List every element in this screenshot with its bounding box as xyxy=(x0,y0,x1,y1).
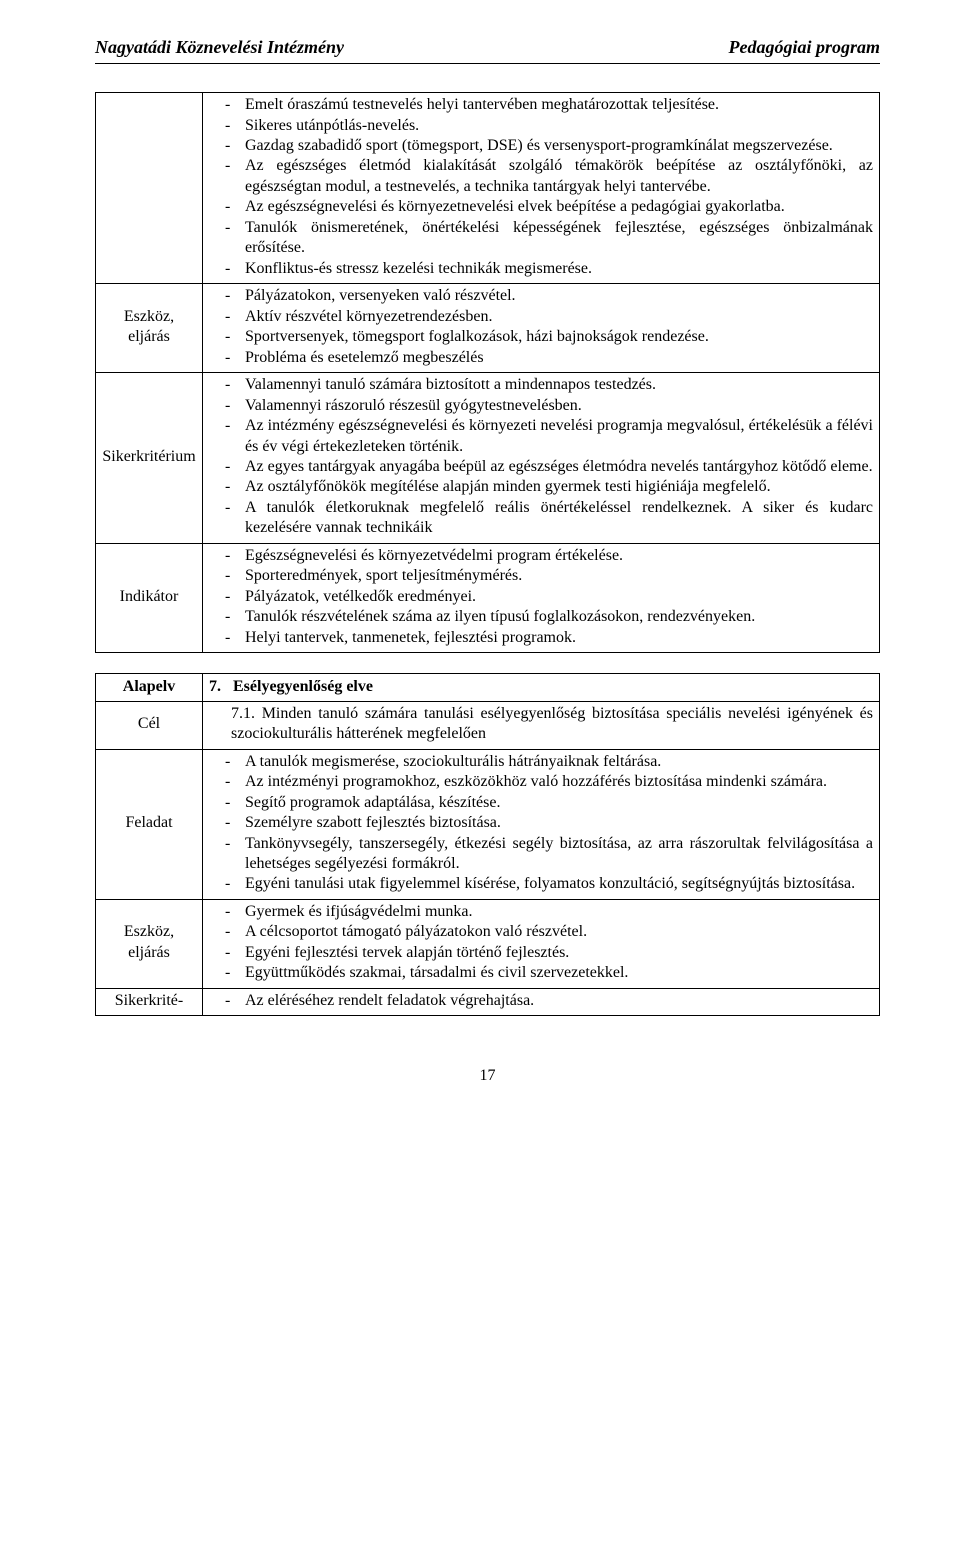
row-label: Indikátor xyxy=(96,543,203,652)
row-content: Pályázatokon, versenyeken való részvétel… xyxy=(203,284,880,373)
list-item: Aktív részvétel környezetrendezésben. xyxy=(209,307,873,327)
list-item: Az osztályfőnökök megítélése alapján min… xyxy=(209,477,873,497)
list-item: Gazdag szabadidő sport (tömegsport, DSE)… xyxy=(209,136,873,156)
list-item: Az egészséges életmód kialakítását szolg… xyxy=(209,156,873,197)
goal-text: 7.1. Minden tanuló számára tanulási esél… xyxy=(209,704,873,745)
bullet-list: Az eléréséhez rendelt feladatok végrehaj… xyxy=(209,991,873,1011)
table-row: Sikerkrité- Az eléréséhez rendelt feladat… xyxy=(96,988,880,1015)
header-right: Pedagógiai program xyxy=(729,36,881,59)
list-item: Tanulók részvételének száma az ilyen típ… xyxy=(209,607,873,627)
row-label: Sikerkritérium xyxy=(96,373,203,544)
row-content: A tanulók megismerése, szociokulturális … xyxy=(203,749,880,899)
table-row: Feladat A tanulók megismerése, szociokult… xyxy=(96,749,880,899)
page-header: Nagyatádi Köznevelési Intézmény Pedagógi… xyxy=(95,36,880,64)
bullet-list: Gyermek és ifjúságvédelmi munka.A célcso… xyxy=(209,902,873,984)
list-item: Tankönyvsegély, tanszersegély, étkezési … xyxy=(209,834,873,875)
bullet-list: Pályázatokon, versenyeken való részvétel… xyxy=(209,286,873,368)
principle-label: Alapelv xyxy=(96,674,203,701)
list-item: Sikeres utánpótlás-nevelés. xyxy=(209,116,873,136)
goal-row: Cél7.1. Minden tanuló számára tanulási e… xyxy=(96,701,880,749)
list-item: A tanulók megismerése, szociokulturális … xyxy=(209,752,873,772)
list-item: Segítő programok adaptálása, készítése. xyxy=(209,793,873,813)
list-item: Valamennyi rászoruló részesül gyógytestn… xyxy=(209,396,873,416)
list-item: Pályázatokon, versenyeken való részvétel… xyxy=(209,286,873,306)
principle-content: 7. Esélyegyenlőség elve xyxy=(203,674,880,701)
list-item: Sporteredmények, sport teljesítménymérés… xyxy=(209,566,873,586)
list-item: Probléma és esetelemző megbeszélés xyxy=(209,348,873,368)
row-content: Egészségnevelési és környezetvédelmi pro… xyxy=(203,543,880,652)
row-label: Sikerkrité- xyxy=(96,988,203,1015)
bullet-list: Emelt óraszámú testnevelés helyi tanterv… xyxy=(209,95,873,279)
page-number: 17 xyxy=(95,1066,880,1086)
table-row: Emelt óraszámú testnevelés helyi tanterv… xyxy=(96,93,880,284)
principle-title: 7. Esélyegyenlőség elve xyxy=(209,678,373,695)
list-item: Az intézmény egészségnevelési és környez… xyxy=(209,416,873,457)
goal-label: Cél xyxy=(96,701,203,749)
list-item: Együttműködés szakmai, társadalmi és civ… xyxy=(209,963,873,983)
row-label: Eszköz, eljárás xyxy=(96,284,203,373)
list-item: Emelt óraszámú testnevelés helyi tanterv… xyxy=(209,95,873,115)
row-content: Az eléréséhez rendelt feladatok végrehaj… xyxy=(203,988,880,1015)
principle-row: Alapelv 7. Esélyegyenlőség elve xyxy=(96,674,880,701)
table-1: Emelt óraszámú testnevelés helyi tanterv… xyxy=(95,92,880,653)
header-left: Nagyatádi Köznevelési Intézmény xyxy=(95,36,344,59)
list-item: Egyéni tanulási utak figyelemmel kísérés… xyxy=(209,874,873,894)
list-item: Személyre szabott fejlesztés biztosítása… xyxy=(209,813,873,833)
list-item: Tanulók önismeretének, önértékelési képe… xyxy=(209,218,873,259)
table-row: Indikátor Egészségnevelési és környezetvé… xyxy=(96,543,880,652)
table-2: Alapelv 7. Esélyegyenlőség elve Cél7.1. Mi… xyxy=(95,673,880,1016)
list-item: Konfliktus-és stressz kezelési technikák… xyxy=(209,259,873,279)
table-row: Eszköz, eljárásGyermek és ifjúságvédelmi… xyxy=(96,899,880,988)
bullet-list: Valamennyi tanuló számára biztosított a … xyxy=(209,375,873,539)
list-item: Helyi tantervek, tanmenetek, fejlesztési… xyxy=(209,628,873,648)
list-item: Egészségnevelési és környezetvédelmi pro… xyxy=(209,546,873,566)
row-label: Eszköz, eljárás xyxy=(96,899,203,988)
list-item: Sportversenyek, tömegsport foglalkozások… xyxy=(209,327,873,347)
list-item: Az egyes tantárgyak anyagába beépül az e… xyxy=(209,457,873,477)
list-item: Pályázatok, vetélkedők eredményei. xyxy=(209,587,873,607)
list-item: Az egészségnevelési és környezetnevelési… xyxy=(209,197,873,217)
row-label xyxy=(96,93,203,284)
list-item: A tanulók életkoruknak megfelelő reális … xyxy=(209,498,873,539)
table-row: Sikerkritérium Valamennyi tanuló számára … xyxy=(96,373,880,544)
list-item: Az eléréséhez rendelt feladatok végrehaj… xyxy=(209,991,873,1011)
goal-content: 7.1. Minden tanuló számára tanulási esél… xyxy=(203,701,880,749)
bullet-list: Egészségnevelési és környezetvédelmi pro… xyxy=(209,546,873,648)
row-content: Valamennyi tanuló számára biztosított a … xyxy=(203,373,880,544)
list-item: A célcsoportot támogató pályázatokon val… xyxy=(209,922,873,942)
list-item: Egyéni fejlesztési tervek alapján történ… xyxy=(209,943,873,963)
row-content: Gyermek és ifjúságvédelmi munka.A célcso… xyxy=(203,899,880,988)
list-item: Az intézményi programokhoz, eszközökhöz … xyxy=(209,772,873,792)
row-content: Emelt óraszámú testnevelés helyi tanterv… xyxy=(203,93,880,284)
list-item: Valamennyi tanuló számára biztosított a … xyxy=(209,375,873,395)
list-item: Gyermek és ifjúságvédelmi munka. xyxy=(209,902,873,922)
row-label: Feladat xyxy=(96,749,203,899)
bullet-list: A tanulók megismerése, szociokulturális … xyxy=(209,752,873,895)
table-row: Eszköz, eljárás Pályázatokon, versenyeken… xyxy=(96,284,880,373)
